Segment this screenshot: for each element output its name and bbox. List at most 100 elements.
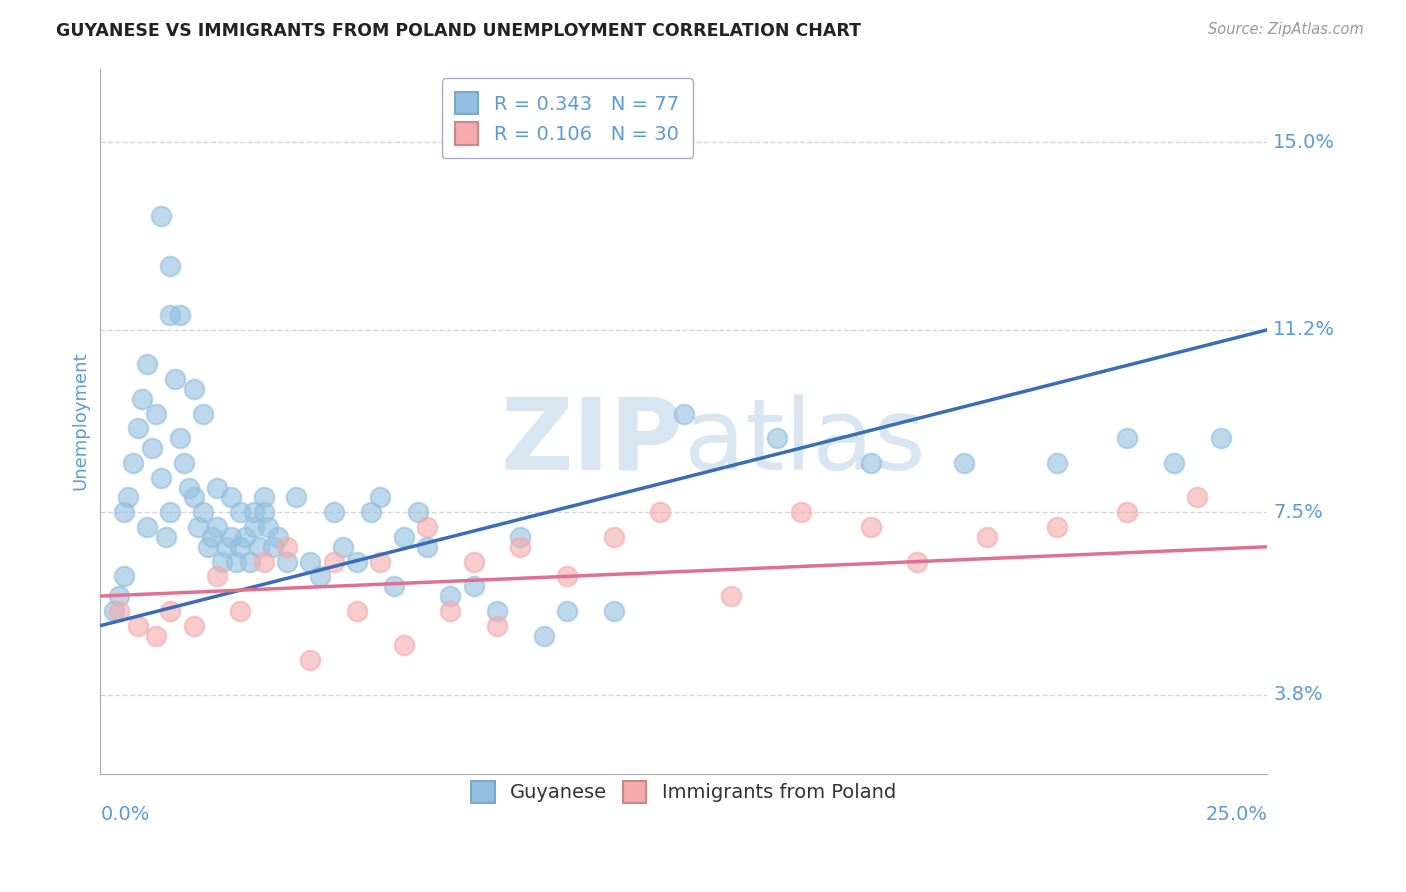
Text: Source: ZipAtlas.com: Source: ZipAtlas.com [1208,22,1364,37]
Point [215,540,238,554]
Text: 25.0%: 25.0% [1205,805,1267,824]
Point [225,555,247,569]
Point [239,555,262,569]
Point [243,505,266,519]
Point [533,628,555,642]
Point [486,604,509,618]
Point [463,555,485,569]
Y-axis label: Unemployment: Unemployment [72,351,89,491]
Point [346,555,368,569]
Point [276,555,298,569]
Point [370,491,392,505]
Point [905,555,928,569]
Point [332,540,354,554]
Point [159,259,181,273]
Point [416,540,439,554]
Point [859,456,882,470]
Point [219,491,242,505]
Point [155,530,177,544]
Point [103,604,125,618]
Point [169,308,191,322]
Point [253,491,276,505]
Point [233,530,256,544]
Point [322,505,344,519]
Point [308,569,330,583]
Point [108,589,131,603]
Point [953,456,976,470]
Point [159,308,181,322]
Point [169,431,191,445]
Point [229,604,252,618]
Point [603,530,626,544]
Point [205,481,228,495]
Text: 7.5%: 7.5% [1274,503,1323,522]
Text: 15.0%: 15.0% [1274,133,1336,152]
Point [136,357,159,371]
Point [122,456,145,470]
Point [112,569,135,583]
Text: ZIP: ZIP [501,393,683,491]
Point [392,639,415,653]
Point [253,555,276,569]
Point [1116,431,1139,445]
Point [976,530,998,544]
Point [150,210,173,224]
Point [253,505,276,519]
Point [183,618,205,632]
Text: atlas: atlas [683,393,925,491]
Point [145,628,167,642]
Point [150,471,173,485]
Text: 11.2%: 11.2% [1274,320,1336,339]
Point [197,540,219,554]
Point [163,372,186,386]
Text: 3.8%: 3.8% [1274,685,1323,704]
Point [187,520,209,534]
Point [141,441,163,455]
Point [191,407,214,421]
Point [650,505,672,519]
Point [766,431,789,445]
Point [127,421,149,435]
Point [439,589,461,603]
Point [205,569,228,583]
Point [159,604,181,618]
Point [463,579,485,593]
Point [267,530,290,544]
Point [555,569,578,583]
Point [789,505,811,519]
Point [384,579,406,593]
Point [183,382,205,396]
Point [360,505,382,519]
Point [406,505,429,519]
Point [108,604,131,618]
Point [243,520,266,534]
Point [285,491,308,505]
Point [392,530,415,544]
Point [262,540,284,554]
Point [201,530,224,544]
Point [276,540,298,554]
Point [1187,491,1209,505]
Point [1046,520,1069,534]
Point [211,555,233,569]
Point [229,505,252,519]
Point [159,505,181,519]
Point [1209,431,1232,445]
Point [1163,456,1185,470]
Point [486,618,509,632]
Point [1116,505,1139,519]
Point [177,481,200,495]
Point [370,555,392,569]
Point [672,407,695,421]
Point [145,407,167,421]
Text: GUYANESE VS IMMIGRANTS FROM POLAND UNEMPLOYMENT CORRELATION CHART: GUYANESE VS IMMIGRANTS FROM POLAND UNEMP… [56,22,862,40]
Point [127,618,149,632]
Point [247,540,270,554]
Point [131,392,153,406]
Point [229,540,252,554]
Point [136,520,159,534]
Point [603,604,626,618]
Point [859,520,882,534]
Point [257,520,280,534]
Point [1046,456,1069,470]
